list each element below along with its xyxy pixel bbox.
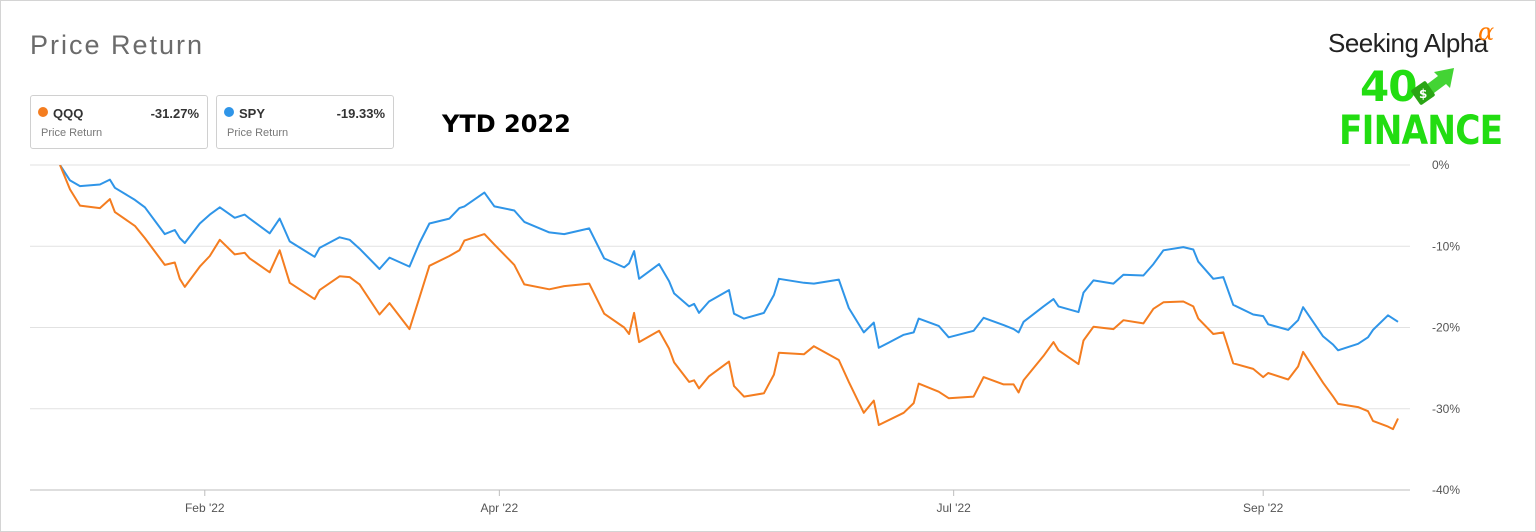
x-tick-label: Jul '22 <box>937 501 972 515</box>
legend-subtitle: Price Return <box>41 127 103 139</box>
x-tick-label: Sep '22 <box>1243 501 1284 515</box>
y-tick-label: -10% <box>1432 239 1460 253</box>
legend-value: -31.27% <box>150 106 199 121</box>
logo-brand-text: Seeking Alpha <box>1328 28 1488 58</box>
svg-text:$: $ <box>1419 87 1427 101</box>
annotation-ytd: YTD 2022 <box>442 110 571 138</box>
page-title: Price Return <box>30 30 205 60</box>
logo-line1: 40 <box>1360 62 1417 111</box>
series-line-qqq <box>59 165 1399 431</box>
series-color-dot <box>224 107 234 117</box>
legend-item-qqq[interactable]: QQQ -31.27% Price Return <box>30 95 208 149</box>
x-tick-label: Feb '22 <box>185 501 225 515</box>
legend-ticker: SPY <box>239 106 266 121</box>
y-tick-label: -40% <box>1432 483 1460 497</box>
x-tick-label: Apr '22 <box>481 501 519 515</box>
legend-item-spy[interactable]: SPY -19.33% Price Return <box>216 95 394 149</box>
legend-subtitle: Price Return <box>227 127 289 139</box>
y-tick-label: -30% <box>1432 402 1460 416</box>
series-line-spy <box>59 165 1399 352</box>
legend-value: -19.33% <box>336 106 385 121</box>
legend-ticker: QQQ <box>53 106 84 121</box>
logo-line2: FINANCE <box>1339 108 1503 154</box>
series-color-dot <box>38 107 48 117</box>
dollar-arrow-icon: $ <box>1411 68 1454 105</box>
y-tick-label: 0% <box>1432 158 1450 172</box>
alpha-icon: α <box>1478 18 1495 46</box>
y-tick-label: -20% <box>1432 321 1460 335</box>
